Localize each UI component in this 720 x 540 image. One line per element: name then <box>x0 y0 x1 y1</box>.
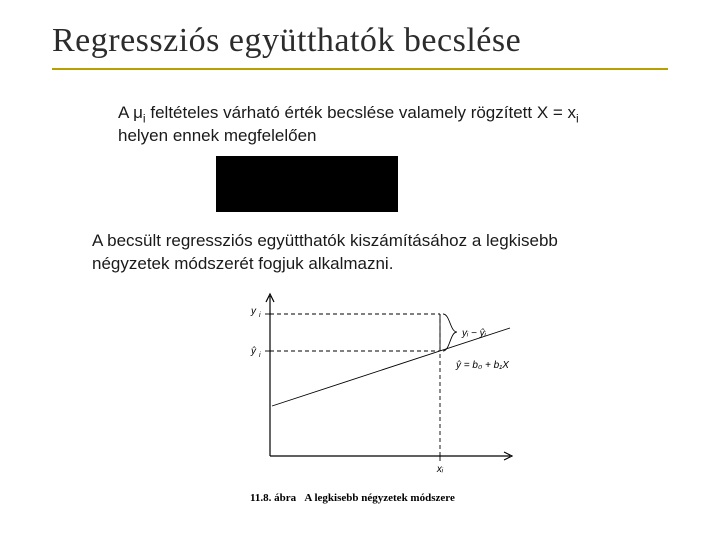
figure-least-squares: y i ŷ i yᵢ − ŷᵢ ŷ = b₀ + b₁X xᵢ <box>210 286 530 486</box>
figure-caption-text: A legkisebb négyzetek módszere <box>304 492 454 504</box>
label-yhat: ŷ <box>250 346 257 357</box>
figure-caption: 11.8. ábra A legkisebb négyzetek módszer… <box>250 492 455 504</box>
paragraph-1: A μ i feltételes várható érték becslése v… <box>118 102 658 148</box>
paragraph-2: A becsült regressziós együtthatók kiszám… <box>92 230 672 276</box>
label-residual: yᵢ − ŷᵢ <box>461 328 487 339</box>
para1-line1a: A μ <box>118 103 143 122</box>
page-title: Regressziós együtthatók becslése <box>52 22 521 60</box>
para2-line2: négyzetek módszerét fogjuk alkalmazni. <box>92 254 393 273</box>
title-underline <box>52 68 668 70</box>
para1-line2: helyen ennek megfelelően <box>118 126 316 145</box>
figure-svg: y i ŷ i yᵢ − ŷᵢ ŷ = b₀ + b₁X xᵢ <box>210 286 530 486</box>
formula-box <box>216 156 398 212</box>
label-yi-sub: i <box>259 312 261 319</box>
figure-number: 11.8. ábra <box>250 492 296 504</box>
para1-sub2: i <box>576 111 579 125</box>
label-yhat-sub: i <box>259 352 261 359</box>
para1-line1b: feltételes várható érték becslése valame… <box>146 103 576 122</box>
label-xi: xᵢ <box>436 464 444 475</box>
label-yi: y <box>250 306 257 317</box>
slide: { "title": { "text": "Regressziós együtt… <box>0 0 720 540</box>
para2-line1: A becsült regressziós együtthatók kiszám… <box>92 231 558 250</box>
label-regline2: ŷ = b₀ + b₁X <box>455 360 509 371</box>
